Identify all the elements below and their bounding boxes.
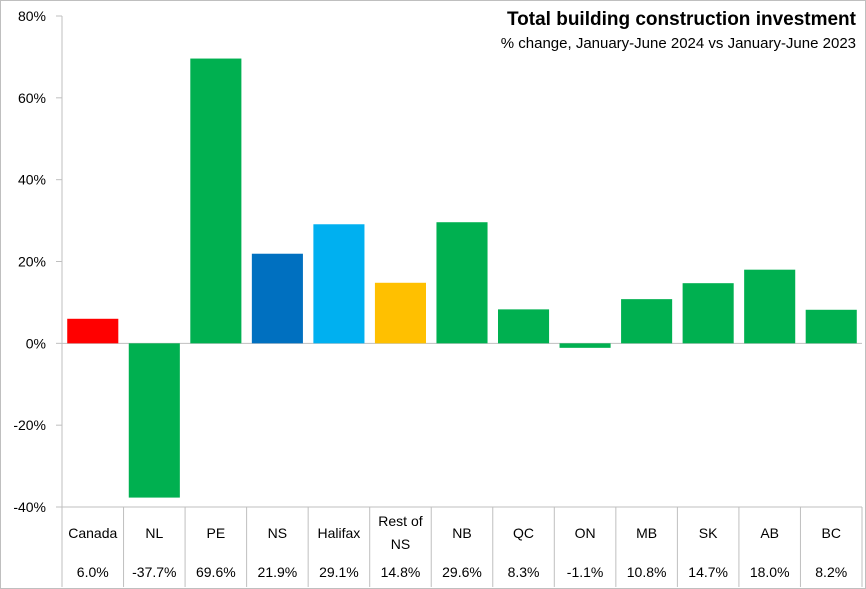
y-tick-label: 40%	[18, 172, 46, 188]
value-label: 29.1%	[319, 564, 359, 580]
chart-subtitle: % change, January-June 2024 vs January-J…	[500, 35, 856, 52]
bar-3	[251, 253, 303, 344]
x-tick-labels: Canada NL PE NS Halifax Rest of NS NB QC ON MB SK AB…	[68, 513, 841, 552]
bar-1	[128, 343, 180, 498]
bar-2	[190, 58, 242, 344]
x-tick-label: MB	[636, 525, 657, 541]
bar-8	[559, 343, 611, 348]
y-tick-label: 60%	[18, 90, 46, 106]
bar-7	[498, 309, 550, 344]
bar-4	[313, 224, 365, 344]
x-tick-label: SK	[699, 525, 718, 541]
value-label: 14.8%	[381, 564, 421, 580]
value-label: 8.2%	[815, 564, 847, 580]
value-label: 6.0%	[77, 564, 109, 580]
x-tick-label: NB	[452, 525, 471, 541]
bar-10	[682, 283, 734, 344]
bar-11	[744, 269, 796, 344]
value-label: -1.1%	[567, 564, 604, 580]
y-tick-label: -40%	[13, 499, 46, 515]
value-label: 69.6%	[196, 564, 236, 580]
x-tick-label: QC	[513, 525, 534, 541]
x-tick-label: BC	[822, 525, 841, 541]
x-tick-label: Halifax	[318, 525, 361, 541]
x-tick-label: NS	[268, 525, 287, 541]
x-tick-label: PE	[207, 525, 226, 541]
x-tick-label: Canada	[68, 525, 117, 541]
y-tick-label: -20%	[13, 417, 46, 433]
bar-5	[374, 282, 426, 344]
x-tick-label: Rest of NS	[378, 513, 422, 552]
value-label: -37.7%	[132, 564, 176, 580]
x-tick-label: AB	[760, 525, 779, 541]
value-label: 8.3%	[508, 564, 540, 580]
bar-12	[805, 309, 857, 344]
bar-0	[67, 318, 119, 344]
chart-title: Total building construction investment	[506, 9, 856, 30]
x-tick-label: ON	[575, 525, 596, 541]
value-labels: 6.0% -37.7% 69.6% 21.9% 29.1% 14.8% 29.6% 8.3% -…	[77, 564, 847, 580]
y-tick-label: 20%	[18, 254, 46, 270]
value-label: 10.8%	[627, 564, 667, 580]
y-tick-label: 0%	[26, 335, 46, 351]
y-tick-label: 80%	[18, 8, 46, 24]
value-label: 14.7%	[688, 564, 728, 580]
value-label: 18.0%	[750, 564, 790, 580]
x-tick-label: NL	[145, 525, 163, 541]
bar-9	[621, 299, 673, 344]
value-label: 21.9%	[258, 564, 298, 580]
bar-6	[436, 222, 488, 344]
y-tick-labels: -40% -20% 0% 20% 40% 60% 80%	[13, 8, 46, 515]
bars	[67, 58, 857, 498]
value-label: 29.6%	[442, 564, 482, 580]
